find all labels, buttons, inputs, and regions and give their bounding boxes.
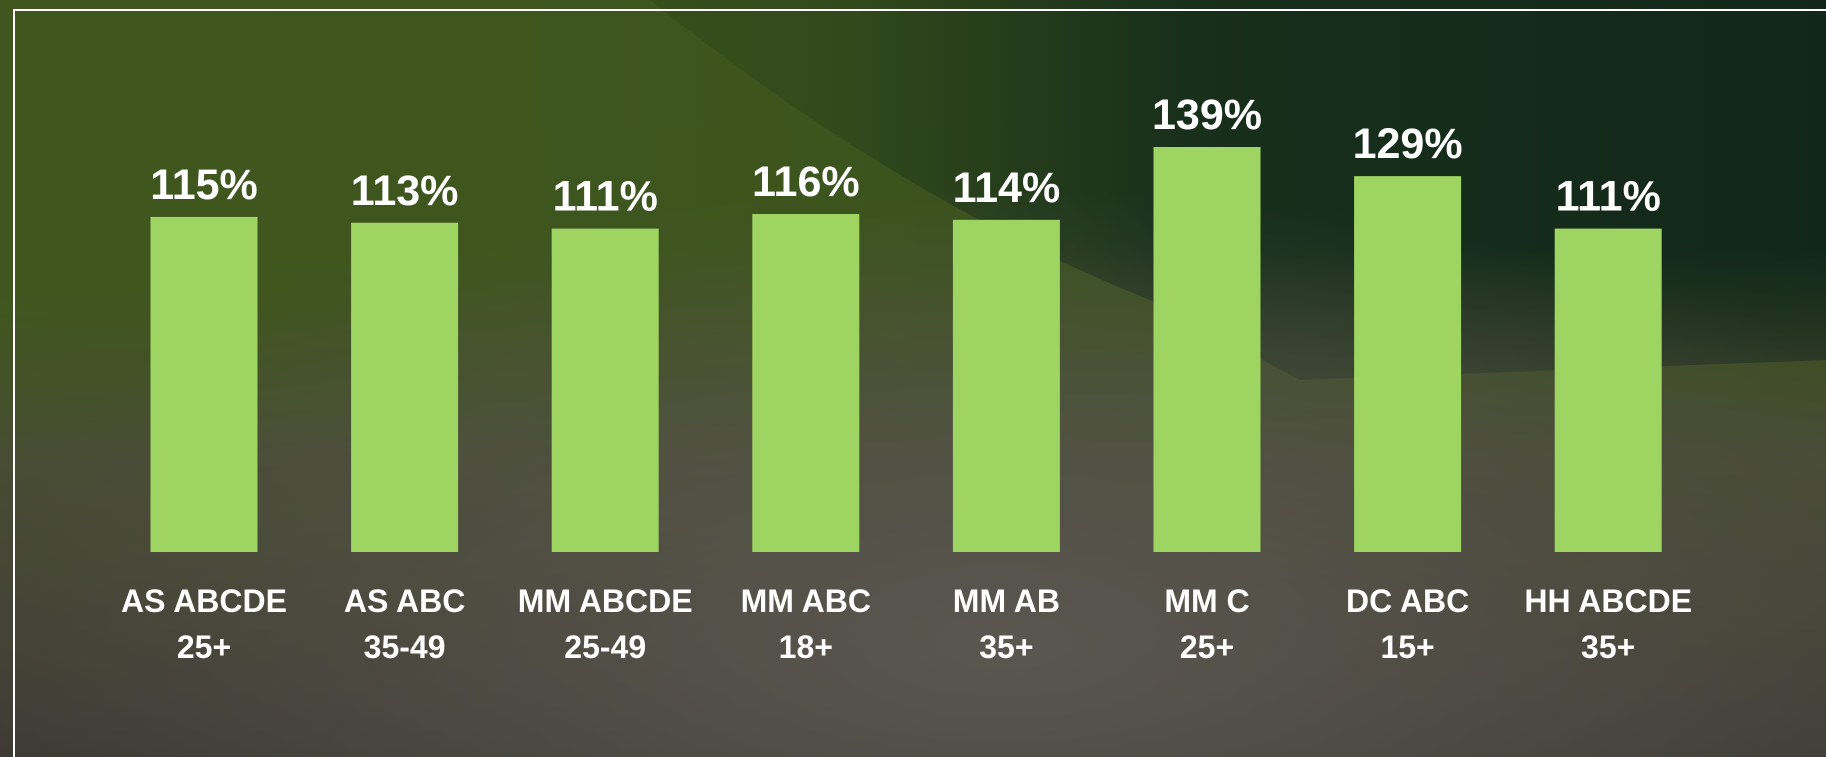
x-tick-label: 35+ [979, 629, 1033, 665]
x-tick-label: 25+ [177, 629, 231, 665]
bar [351, 223, 458, 552]
bar [151, 217, 258, 552]
value-label: 111% [553, 173, 658, 221]
x-tick-label: HH ABCDE [1524, 583, 1692, 619]
x-tick-label: MM ABC [741, 583, 871, 619]
value-label: 139% [1152, 91, 1262, 139]
x-tick-label: 15+ [1380, 629, 1434, 665]
x-tick-label: 25+ [1180, 629, 1234, 665]
x-tick-label: 35-49 [364, 629, 446, 665]
value-label: 114% [953, 164, 1061, 212]
value-label: 113% [351, 167, 459, 215]
x-tick-label: DC ABC [1346, 583, 1469, 619]
x-tick-label: AS ABCDE [121, 583, 287, 619]
x-tick-label: 25-49 [564, 629, 646, 665]
x-tick-label: 35+ [1581, 629, 1635, 665]
bar [953, 220, 1060, 552]
value-label: 129% [1353, 120, 1463, 168]
bar [752, 214, 859, 552]
bar [1354, 176, 1461, 552]
value-label: 116% [752, 158, 860, 206]
x-tick-label: MM AB [953, 583, 1060, 619]
x-tick-label: AS ABC [344, 583, 465, 619]
value-label: 111% [1556, 173, 1661, 221]
bar [1555, 229, 1662, 552]
bar [1154, 147, 1261, 552]
x-tick-label: 18+ [779, 629, 833, 665]
x-tick-label: MM C [1164, 583, 1249, 619]
x-tick-label: MM ABCDE [518, 583, 693, 619]
chart: 115% AS ABCDE 25+ 113% AS ABC 35-49 111% MM ABC… [0, 0, 1826, 757]
background [0, 0, 1826, 757]
page: 115% AS ABCDE 25+ 113% AS ABC 35-49 111% MM ABC… [0, 0, 1826, 757]
value-label: 115% [150, 161, 258, 209]
bar [552, 229, 659, 552]
